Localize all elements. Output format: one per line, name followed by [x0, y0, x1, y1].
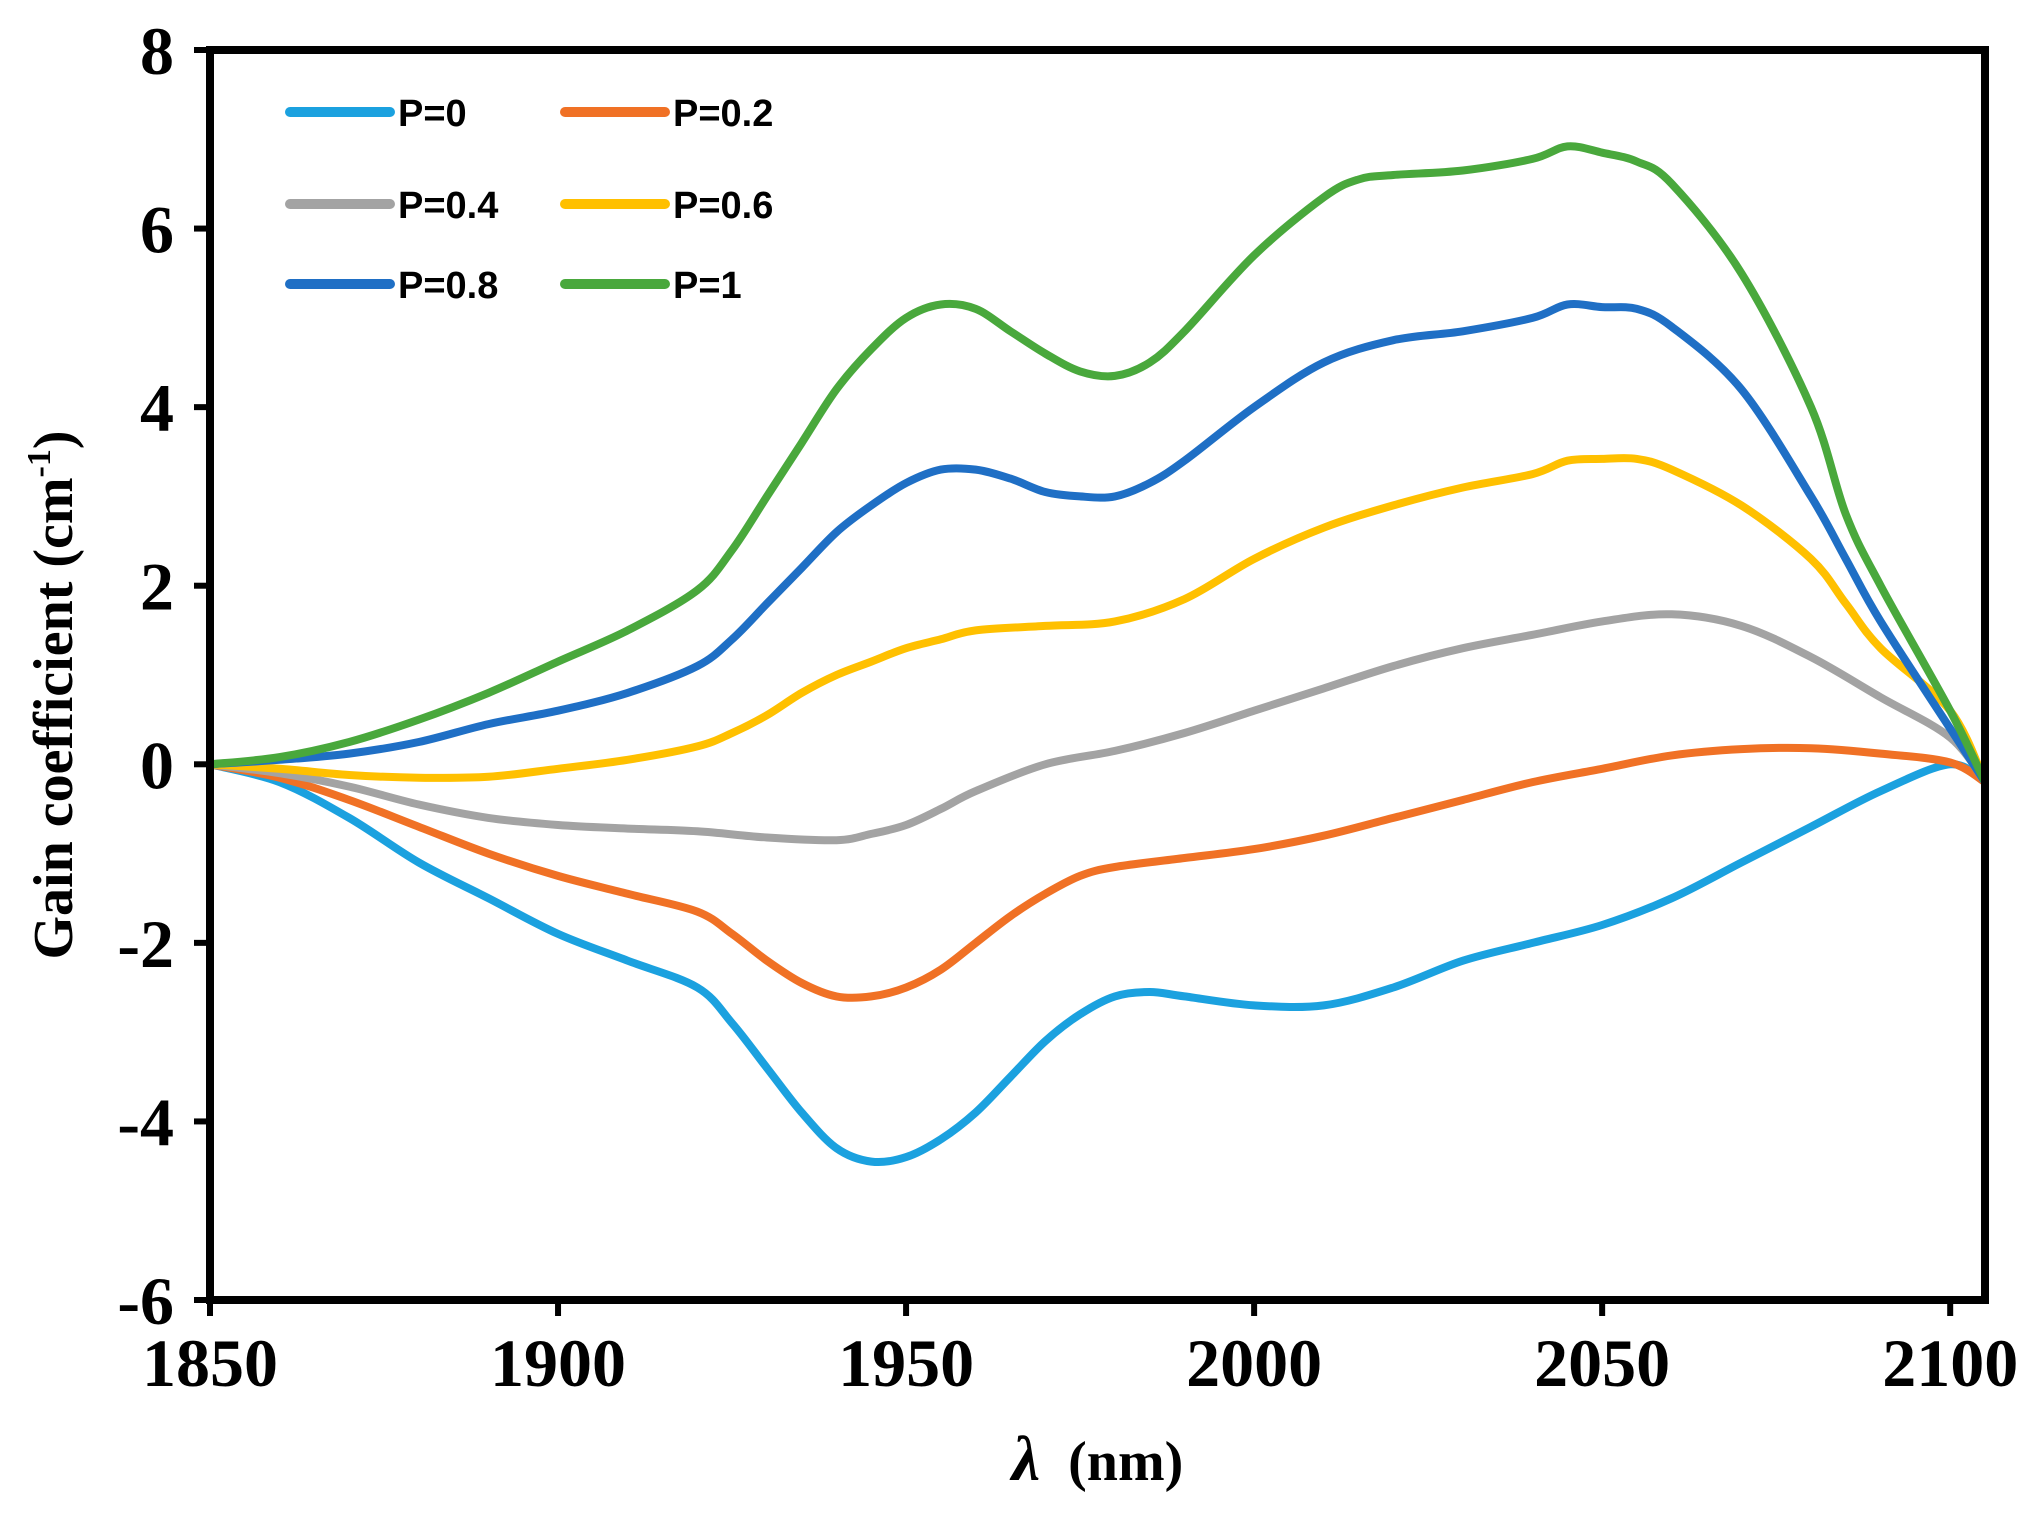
axis-ticks: 1850 1900 1950 2000 2050 2100 -6 -4 -2 0 2 4 6 8	[117, 13, 2018, 1401]
legend-label-p-0-8: P=0.8	[398, 265, 498, 307]
x-axis-symbol: λ	[1009, 1423, 1040, 1494]
x-tick-label: 2050	[1534, 1325, 1670, 1401]
x-tick-label: 2100	[1882, 1325, 2018, 1401]
series-line-p-0-2	[206, 743, 1989, 1002]
legend-label-p-0-6: P=0.6	[673, 185, 773, 227]
y-tick-label: 2	[140, 549, 174, 625]
series-line-p-0-8	[206, 300, 1989, 787]
legend-label-p-0-4: P=0.4	[398, 185, 498, 227]
y-axis-title: Gain coefficient (cm-1)	[21, 430, 85, 959]
y-axis-label: Gain coefficient (cm	[23, 477, 85, 959]
plot-area-frame	[206, 46, 1989, 1304]
series-line-p-0-6	[206, 454, 1989, 787]
y-tick-label: 4	[140, 370, 174, 446]
legend-label-p-0-2: P=0.2	[673, 93, 773, 135]
y-tick-label: -4	[117, 1084, 174, 1160]
x-tick-label: 1850	[142, 1325, 278, 1401]
x-tick-label: 2000	[1186, 1325, 1322, 1401]
y-tick-label: 8	[140, 13, 174, 89]
y-axis-superscript: -1	[21, 449, 58, 477]
y-tick-label: 0	[140, 727, 174, 803]
y-tick-label: -6	[117, 1263, 174, 1339]
series-line-p-0	[206, 760, 1989, 1167]
y-axis-close-paren: )	[23, 430, 85, 449]
x-tick-label: 1950	[838, 1325, 974, 1401]
series-line-p-0-4	[206, 610, 1989, 845]
legend-label-p-0: P=0	[398, 93, 467, 135]
x-axis-title: λ (nm)	[1009, 1423, 1184, 1494]
y-tick-label: 6	[140, 192, 174, 268]
legend: P=0 P=0.2 P=0.4 P=0.6 P=0.8 P=1	[285, 93, 773, 307]
legend-label-p-1: P=1	[673, 265, 742, 307]
x-tick-label: 1900	[490, 1325, 626, 1401]
series-line-p-1	[206, 142, 1989, 787]
series-layer	[206, 142, 1989, 1167]
x-axis-unit: (nm)	[1068, 1431, 1183, 1493]
y-tick-label: -2	[117, 906, 174, 982]
